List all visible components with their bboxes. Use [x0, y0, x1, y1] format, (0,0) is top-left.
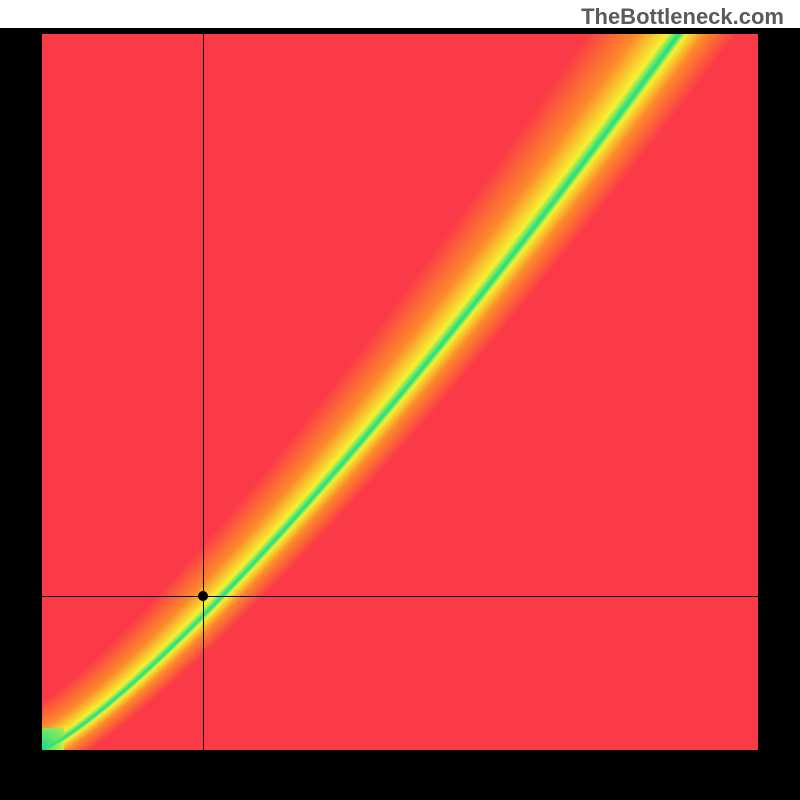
heatmap-canvas — [42, 34, 758, 750]
chart-frame — [0, 28, 800, 800]
crosshair-horizontal — [42, 596, 758, 597]
chart-container: TheBottleneck.com — [0, 0, 800, 800]
intersection-marker — [198, 591, 208, 601]
crosshair-vertical — [203, 34, 204, 750]
watermark-text: TheBottleneck.com — [581, 4, 784, 30]
